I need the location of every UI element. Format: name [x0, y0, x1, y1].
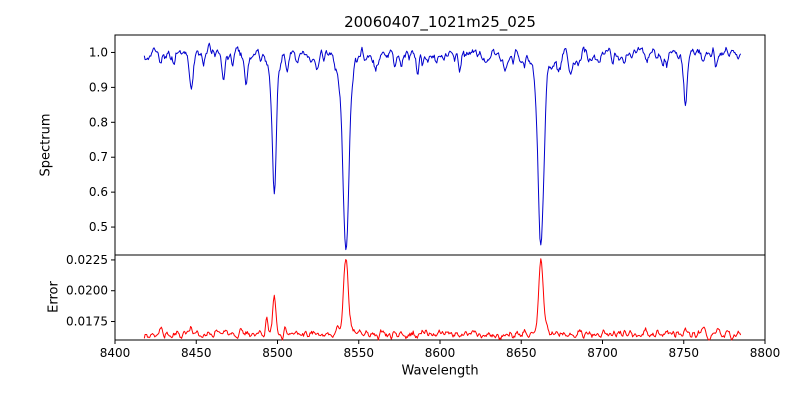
- x-tick-label: 8450: [181, 346, 212, 360]
- x-tick-label: 8500: [262, 346, 293, 360]
- y-tick-label-error: 0.0200: [66, 284, 108, 298]
- x-tick-label: 8400: [100, 346, 131, 360]
- panel-border-spectrum: [114, 34, 766, 256]
- spectrum-line: [143, 42, 742, 251]
- x-axis-label: Wavelength: [401, 363, 479, 379]
- y-tick-label-spectrum: 0.9: [89, 80, 108, 94]
- x-tick-label: 8800: [750, 346, 781, 360]
- x-tick-label: 8650: [506, 346, 537, 360]
- x-tick-label: 8750: [668, 346, 699, 360]
- x-tick-label: 8550: [343, 346, 374, 360]
- panel-border-error: [114, 254, 766, 341]
- chart-title: 20060407_1021m25_025: [344, 13, 536, 31]
- y-tick-label-error: 0.0175: [66, 315, 108, 329]
- y-tick-label-spectrum: 0.7: [89, 150, 108, 164]
- y-tick-label-error: 0.0225: [66, 253, 108, 267]
- y-tick-label-spectrum: 0.5: [89, 220, 108, 234]
- y-tick-label-spectrum: 0.8: [89, 115, 108, 129]
- y-tick-label-spectrum: 1.0: [89, 45, 108, 59]
- x-tick-label: 8700: [587, 346, 618, 360]
- x-tick-label: 8600: [425, 346, 456, 360]
- y-tick-label-spectrum: 0.6: [89, 185, 108, 199]
- error-line: [143, 258, 742, 341]
